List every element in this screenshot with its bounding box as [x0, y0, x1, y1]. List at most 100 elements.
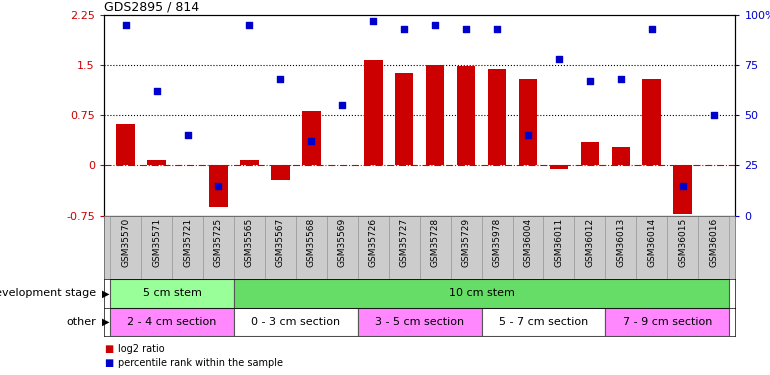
- Text: GSM36012: GSM36012: [585, 217, 594, 267]
- Text: GSM35725: GSM35725: [214, 217, 223, 267]
- Bar: [550, 165, 568, 169]
- Point: [553, 56, 565, 62]
- Bar: [481, 308, 605, 336]
- Bar: [457, 66, 475, 165]
- Point: [398, 26, 410, 32]
- Bar: [234, 308, 358, 336]
- Point: [119, 22, 132, 28]
- Text: ■: ■: [104, 358, 113, 368]
- Bar: [611, 147, 630, 165]
- Text: GSM35565: GSM35565: [245, 217, 254, 267]
- Text: GSM36016: GSM36016: [709, 217, 718, 267]
- Text: GSM35569: GSM35569: [338, 217, 346, 267]
- Bar: [487, 69, 507, 165]
- Text: GSM35726: GSM35726: [369, 217, 378, 267]
- Text: 3 - 5 cm section: 3 - 5 cm section: [375, 316, 464, 327]
- Text: GSM36014: GSM36014: [648, 217, 656, 267]
- Text: ▶: ▶: [102, 288, 110, 298]
- Text: other: other: [66, 316, 96, 327]
- Bar: [141, 216, 172, 279]
- Bar: [420, 216, 450, 279]
- Point: [645, 26, 658, 32]
- Bar: [581, 142, 599, 165]
- Text: ▶: ▶: [102, 316, 110, 327]
- Bar: [698, 216, 729, 279]
- Point: [429, 22, 441, 28]
- Bar: [544, 216, 574, 279]
- Bar: [302, 111, 320, 165]
- Bar: [110, 308, 234, 336]
- Bar: [172, 216, 203, 279]
- Point: [213, 183, 225, 189]
- Bar: [110, 216, 141, 279]
- Text: GSM35728: GSM35728: [430, 217, 440, 267]
- Bar: [605, 308, 729, 336]
- Text: 2 - 4 cm section: 2 - 4 cm section: [127, 316, 216, 327]
- Bar: [426, 65, 444, 165]
- Text: log2 ratio: log2 ratio: [118, 344, 165, 354]
- Text: GSM36015: GSM36015: [678, 217, 688, 267]
- Point: [490, 26, 503, 32]
- Point: [584, 78, 596, 84]
- Bar: [296, 216, 326, 279]
- Bar: [364, 60, 383, 165]
- Text: percentile rank within the sample: percentile rank within the sample: [118, 358, 283, 368]
- Bar: [358, 308, 481, 336]
- Text: GDS2895 / 814: GDS2895 / 814: [104, 1, 199, 14]
- Text: 5 cm stem: 5 cm stem: [142, 288, 202, 298]
- Text: 10 cm stem: 10 cm stem: [449, 288, 514, 298]
- Point: [367, 18, 380, 24]
- Text: GSM35570: GSM35570: [121, 217, 130, 267]
- Bar: [395, 73, 413, 165]
- Bar: [519, 78, 537, 165]
- Text: 7 - 9 cm section: 7 - 9 cm section: [623, 316, 712, 327]
- Bar: [668, 216, 698, 279]
- Text: GSM35729: GSM35729: [461, 217, 470, 267]
- Bar: [674, 165, 692, 214]
- Point: [522, 132, 534, 138]
- Bar: [147, 160, 166, 165]
- Point: [305, 138, 317, 144]
- Text: GSM36013: GSM36013: [616, 217, 625, 267]
- Bar: [326, 216, 358, 279]
- Bar: [110, 279, 234, 308]
- Text: GSM35567: GSM35567: [276, 217, 285, 267]
- Bar: [116, 124, 135, 165]
- Point: [182, 132, 194, 138]
- Point: [677, 183, 689, 189]
- Text: GSM35727: GSM35727: [400, 217, 409, 267]
- Text: ■: ■: [104, 344, 113, 354]
- Bar: [209, 165, 228, 207]
- Bar: [234, 279, 729, 308]
- Text: GSM35721: GSM35721: [183, 217, 192, 267]
- Point: [708, 112, 720, 118]
- Bar: [265, 216, 296, 279]
- Bar: [605, 216, 636, 279]
- Bar: [271, 165, 290, 180]
- Text: GSM35978: GSM35978: [493, 217, 501, 267]
- Bar: [234, 216, 265, 279]
- Point: [150, 88, 162, 94]
- Text: GSM35571: GSM35571: [152, 217, 161, 267]
- Text: 0 - 3 cm section: 0 - 3 cm section: [251, 316, 340, 327]
- Bar: [240, 160, 259, 165]
- Bar: [450, 216, 481, 279]
- Text: GSM36004: GSM36004: [524, 217, 533, 267]
- Bar: [481, 216, 513, 279]
- Bar: [389, 216, 420, 279]
- Bar: [358, 216, 389, 279]
- Bar: [203, 216, 234, 279]
- Point: [460, 26, 472, 32]
- Bar: [636, 216, 668, 279]
- Point: [243, 22, 256, 28]
- Bar: [574, 216, 605, 279]
- Point: [336, 102, 349, 108]
- Text: GSM36011: GSM36011: [554, 217, 564, 267]
- Text: 5 - 7 cm section: 5 - 7 cm section: [499, 316, 588, 327]
- Point: [614, 76, 627, 82]
- Text: GSM35568: GSM35568: [306, 217, 316, 267]
- Text: development stage: development stage: [0, 288, 96, 298]
- Bar: [513, 216, 544, 279]
- Bar: [642, 78, 661, 165]
- Point: [274, 76, 286, 82]
